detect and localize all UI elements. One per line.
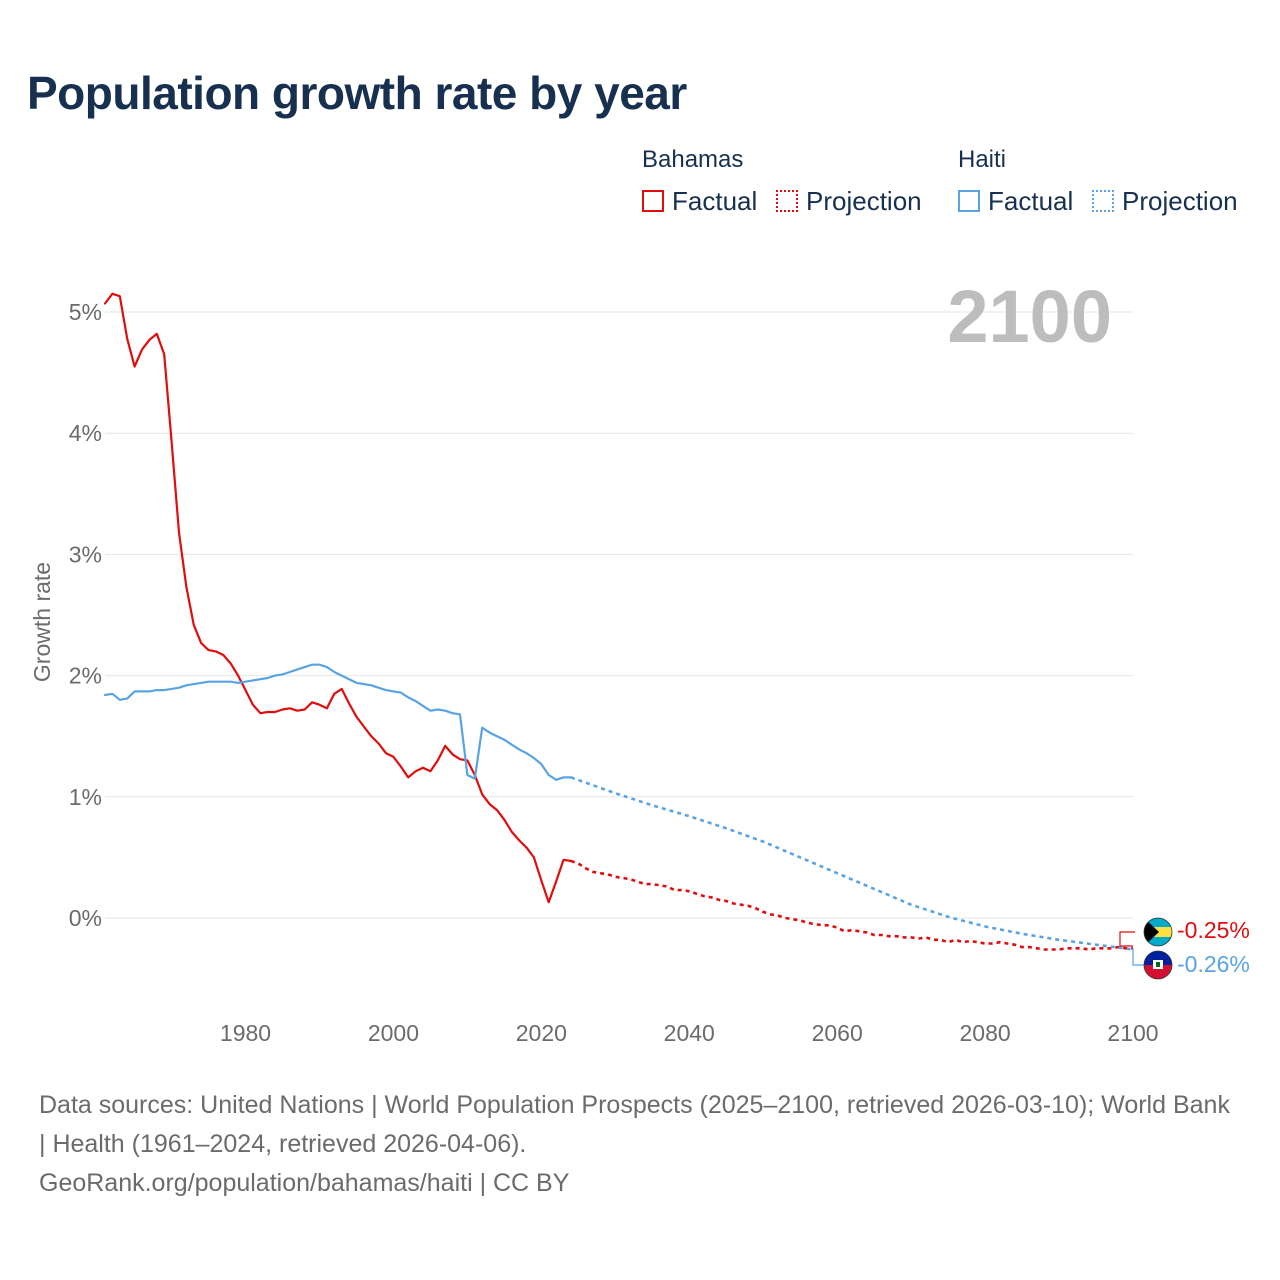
legend-swatch-bahamas-projection [776, 190, 798, 212]
legend-swatch-haiti-projection [1092, 190, 1114, 212]
year-marker: 2100 [947, 275, 1112, 358]
data-sources: Data sources: United Nations | World Pop… [39, 1091, 1230, 1158]
haiti-end-label: -0.26% [1177, 951, 1250, 977]
x-tick-label: 2060 [812, 1020, 863, 1046]
legend-swatch-bahamas-factual [642, 190, 664, 212]
x-tick-label: 2040 [664, 1020, 715, 1046]
bahamas-leader-line [1119, 931, 1135, 947]
haiti-flag-icon [1143, 950, 1173, 980]
legend-label-bahamas-factual: Factual [672, 185, 758, 216]
x-tick-label: 2080 [960, 1020, 1011, 1046]
x-tick-label: 2100 [1107, 1020, 1158, 1046]
bahamas-factual-line [103, 292, 573, 904]
legend-label-bahamas-projection: Projection [806, 185, 922, 216]
y-tick-label: 2% [69, 663, 102, 689]
y-tick-label: 3% [69, 541, 102, 567]
legend-haiti-projection[interactable]: Projection [1092, 185, 1238, 217]
chart-title: Population growth rate by year [27, 67, 687, 119]
legend-haiti-factual[interactable]: Factual [958, 185, 1073, 217]
x-tick-label: 2020 [516, 1020, 567, 1046]
haiti-projection-line [570, 776, 1134, 951]
y-tick-label: 5% [69, 299, 102, 325]
x-tick-label: 1980 [220, 1020, 271, 1046]
bahamas-flag-icon [1143, 917, 1173, 947]
footer: Data sources: United Nations | World Pop… [39, 1086, 1239, 1203]
legend-bahamas-factual[interactable]: Factual [642, 185, 757, 217]
y-tick-label: 0% [69, 905, 102, 931]
legend-group-bahamas: Bahamas [642, 146, 744, 173]
legend-swatch-haiti-factual [958, 190, 980, 212]
y-tick-label: 1% [69, 784, 102, 810]
legend-label-haiti-projection: Projection [1122, 185, 1238, 216]
haiti-factual-line [103, 663, 573, 781]
y-tick-label: 4% [69, 420, 102, 446]
legend-label-haiti-factual: Factual [988, 185, 1074, 216]
haiti-leader-line [1132, 948, 1145, 966]
legend-group-haiti: Haiti [958, 146, 1007, 173]
y-axis-label: Growth rate [29, 562, 55, 682]
credit-link[interactable]: GeoRank.org/population/bahamas/haiti | C… [39, 1169, 570, 1197]
x-tick-label: 2000 [368, 1020, 419, 1046]
legend-bahamas-projection[interactable]: Projection [776, 185, 922, 217]
bahamas-projection-line [570, 859, 1133, 951]
bahamas-end-label: -0.25% [1177, 917, 1250, 943]
